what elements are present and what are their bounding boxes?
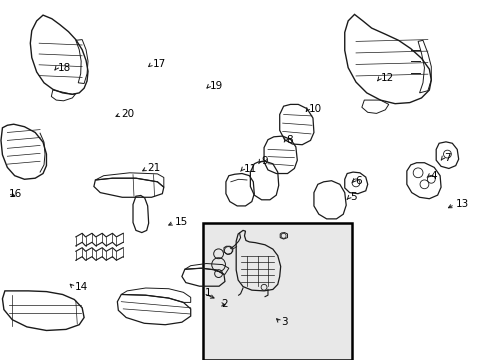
Text: 11: 11 bbox=[243, 164, 256, 174]
Text: 9: 9 bbox=[261, 156, 267, 166]
Text: 3: 3 bbox=[281, 317, 287, 327]
Text: 1: 1 bbox=[204, 288, 211, 298]
Text: 13: 13 bbox=[455, 199, 468, 210]
Text: 18: 18 bbox=[58, 63, 71, 73]
Text: 10: 10 bbox=[308, 104, 322, 114]
Text: 12: 12 bbox=[380, 73, 393, 84]
Text: 15: 15 bbox=[175, 217, 188, 228]
Text: 16: 16 bbox=[9, 189, 22, 199]
Text: 17: 17 bbox=[152, 59, 165, 69]
Text: 6: 6 bbox=[354, 176, 361, 186]
Text: 14: 14 bbox=[74, 282, 87, 292]
Text: 7: 7 bbox=[443, 153, 450, 163]
Text: 2: 2 bbox=[221, 299, 227, 309]
Bar bbox=[203, 223, 351, 360]
Text: 8: 8 bbox=[286, 135, 293, 145]
Text: 4: 4 bbox=[429, 171, 436, 181]
Text: 5: 5 bbox=[349, 192, 356, 202]
Text: 21: 21 bbox=[147, 163, 161, 174]
Text: 20: 20 bbox=[121, 109, 134, 120]
Text: 19: 19 bbox=[210, 81, 223, 91]
